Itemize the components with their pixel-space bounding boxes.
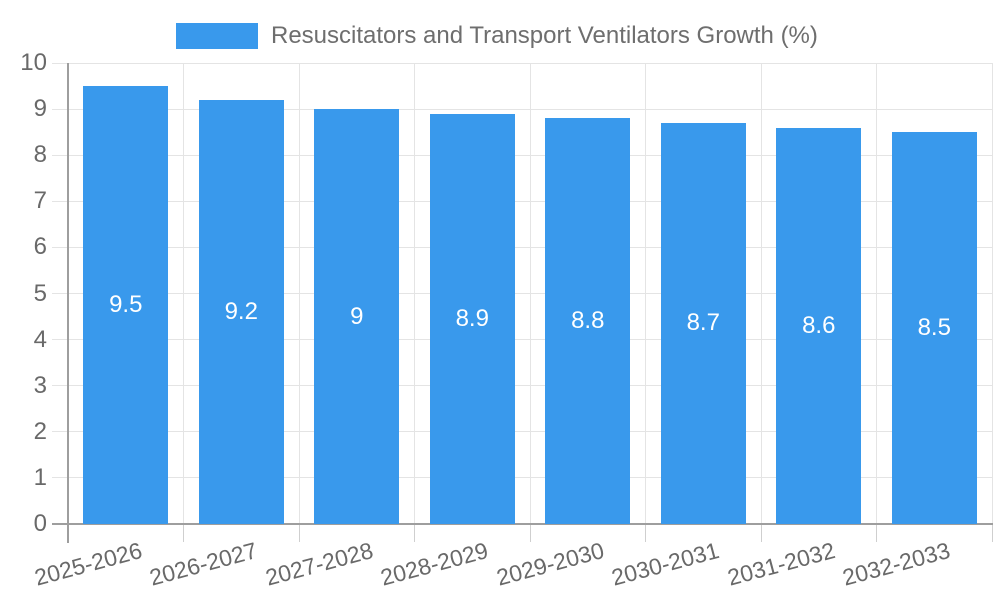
bar-2027-2028[interactable]: 9 — [314, 109, 400, 524]
x-gridline — [760, 63, 762, 524]
y-gridline — [52, 246, 992, 248]
y-axis-tick-label: 4 — [33, 325, 47, 353]
legend-swatch-icon — [176, 22, 258, 49]
y-gridline — [52, 385, 992, 387]
bar-2032-2033[interactable]: 8.5 — [891, 132, 977, 524]
bar-2029-2030[interactable]: 8.8 — [545, 118, 631, 524]
x-gridline — [876, 63, 877, 524]
x-axis-tick — [991, 524, 993, 542]
y-gridline — [52, 339, 992, 341]
bar-value-label: 8.6 — [802, 311, 836, 339]
y-gridline — [52, 62, 992, 64]
x-axis-tick — [298, 524, 300, 542]
y-gridline — [52, 108, 992, 110]
y-axis-tick-label: 6 — [33, 233, 47, 261]
y-gridline — [52, 431, 992, 433]
x-axis-tick — [529, 524, 531, 542]
x-axis-tick — [414, 524, 415, 542]
bar-2026-2027[interactable]: 9.2 — [198, 99, 284, 524]
chart-legend: Resuscitators and Transport Ventilators … — [176, 22, 818, 49]
y-gridline — [52, 293, 992, 294]
y-axis-tick-label: 7 — [33, 187, 47, 215]
y-axis-tick-label: 3 — [33, 371, 47, 399]
y-axis-tick-label: 5 — [33, 279, 47, 307]
bar-value-label: 8.8 — [571, 307, 605, 335]
x-gridline — [645, 63, 646, 524]
x-axis-baseline — [52, 523, 993, 525]
bar-2031-2032[interactable]: 8.6 — [776, 127, 862, 524]
bar-value-label: 8.7 — [686, 309, 720, 337]
y-gridline — [52, 154, 992, 156]
y-axis-tick-label: 0 — [33, 510, 47, 537]
bar-value-label: 9.5 — [109, 291, 143, 319]
bar-2030-2031[interactable]: 8.7 — [660, 122, 746, 524]
bar-value-label: 9.2 — [224, 297, 258, 325]
bar-2025-2026[interactable]: 9.5 — [83, 86, 169, 524]
bar-value-label: 8.5 — [917, 314, 951, 342]
x-gridline — [414, 63, 415, 524]
x-axis-tick — [183, 524, 184, 542]
x-gridline — [298, 63, 300, 524]
y-axis-tick-label: 9 — [33, 95, 47, 123]
y-axis-line — [67, 63, 69, 543]
y-axis-tick-label: 2 — [33, 417, 47, 445]
bar-2028-2029[interactable]: 8.9 — [429, 113, 515, 524]
x-axis-tick — [760, 524, 762, 542]
x-gridline — [183, 63, 184, 524]
y-gridline — [52, 477, 992, 479]
bar-value-label: 9 — [350, 302, 364, 330]
y-gridline — [52, 200, 992, 202]
bar-value-label: 8.9 — [455, 304, 489, 332]
x-gridline — [991, 63, 993, 524]
x-axis-tick — [645, 524, 646, 542]
legend-label: Resuscitators and Transport Ventilators … — [271, 21, 818, 49]
x-gridline — [529, 63, 531, 524]
y-axis-tick-label: 8 — [33, 141, 47, 169]
x-axis-tick — [876, 524, 877, 542]
y-axis-tick-label: 1 — [33, 463, 47, 491]
y-axis-tick-label: 10 — [20, 49, 47, 76]
